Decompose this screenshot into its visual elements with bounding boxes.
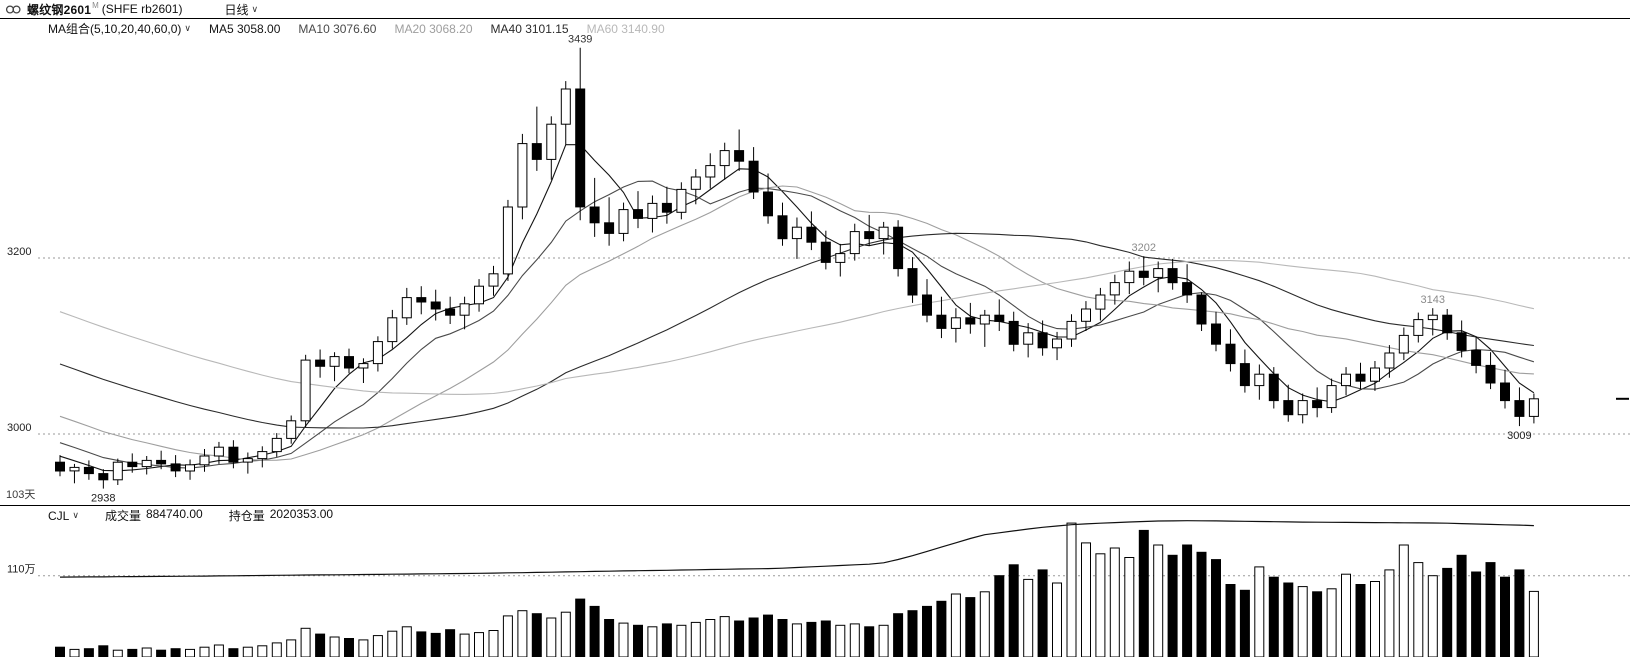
- period-dropdown[interactable]: 日线 ∨: [224, 1, 258, 18]
- svg-text:3202: 3202: [1132, 242, 1156, 254]
- instrument-name: 螺纹钢2601: [27, 2, 92, 17]
- svg-text:2938: 2938: [91, 493, 115, 505]
- cjl-dropdown[interactable]: CJL ∨: [48, 509, 79, 523]
- chevron-down-icon: ∨: [251, 3, 259, 14]
- open-interest-label: 持仓量: [228, 509, 265, 523]
- cjl-label: CJL: [48, 508, 70, 523]
- ma-combo-dropdown[interactable]: MA组合(5,10,20,40,60,0) ∨: [48, 20, 191, 37]
- volume-panel[interactable]: [55, 520, 1539, 657]
- ma-value-ma10: MA10 3076.60: [298, 21, 377, 36]
- ma-value-ma5: MA5 3058.00: [209, 21, 281, 36]
- ma-value-ma60: MA60 3140.90: [586, 21, 665, 36]
- svg-text:3439: 3439: [568, 34, 592, 46]
- ma-combo-label: MA组合(5,10,20,40,60,0): [48, 22, 182, 36]
- svg-text:3143: 3143: [1421, 294, 1445, 306]
- ma-value-ma20: MA20 3068.20: [394, 21, 473, 36]
- title-bar: 螺纹钢2601 M (SHFE rb2601) 日线 ∨: [0, 0, 1630, 18]
- candlestick-panel[interactable]: 3439 2938 3202 3143 3009: [55, 34, 1630, 505]
- volume-indicator-header: CJL ∨ 成交量 884740.00 持仓量 2020353.00: [48, 507, 333, 524]
- volume-value: 884740.00: [145, 507, 203, 521]
- main-contract-marker: M: [92, 0, 99, 10]
- period-label: 日线: [224, 2, 249, 17]
- svg-text:3000: 3000: [7, 422, 31, 434]
- instrument-code: (SHFE rb2601): [101, 2, 183, 16]
- chevron-down-icon: ∨: [184, 23, 191, 33]
- svg-text:110万: 110万: [7, 564, 36, 576]
- volume-readout: 成交量 884740.00: [105, 507, 203, 524]
- app-icon: [5, 3, 22, 16]
- svg-text:3009: 3009: [1507, 430, 1531, 442]
- ma-values: MA5 3058.00 MA10 3076.60 MA20 3068.20 MA40 …: [209, 22, 665, 36]
- volume-label: 成交量: [104, 509, 141, 523]
- open-interest-readout: 持仓量 2020353.00: [229, 507, 333, 524]
- ma-value-ma40: MA40 3101.15: [490, 21, 569, 36]
- bar-count-label: 103天: [6, 489, 36, 501]
- svg-text:3200: 3200: [7, 246, 31, 258]
- ma-indicator-header: MA组合(5,10,20,40,60,0) ∨ MA5 3058.00 MA10 …: [48, 19, 665, 38]
- open-interest-value: 2020353.00: [269, 507, 334, 521]
- chevron-down-icon: ∨: [72, 510, 79, 520]
